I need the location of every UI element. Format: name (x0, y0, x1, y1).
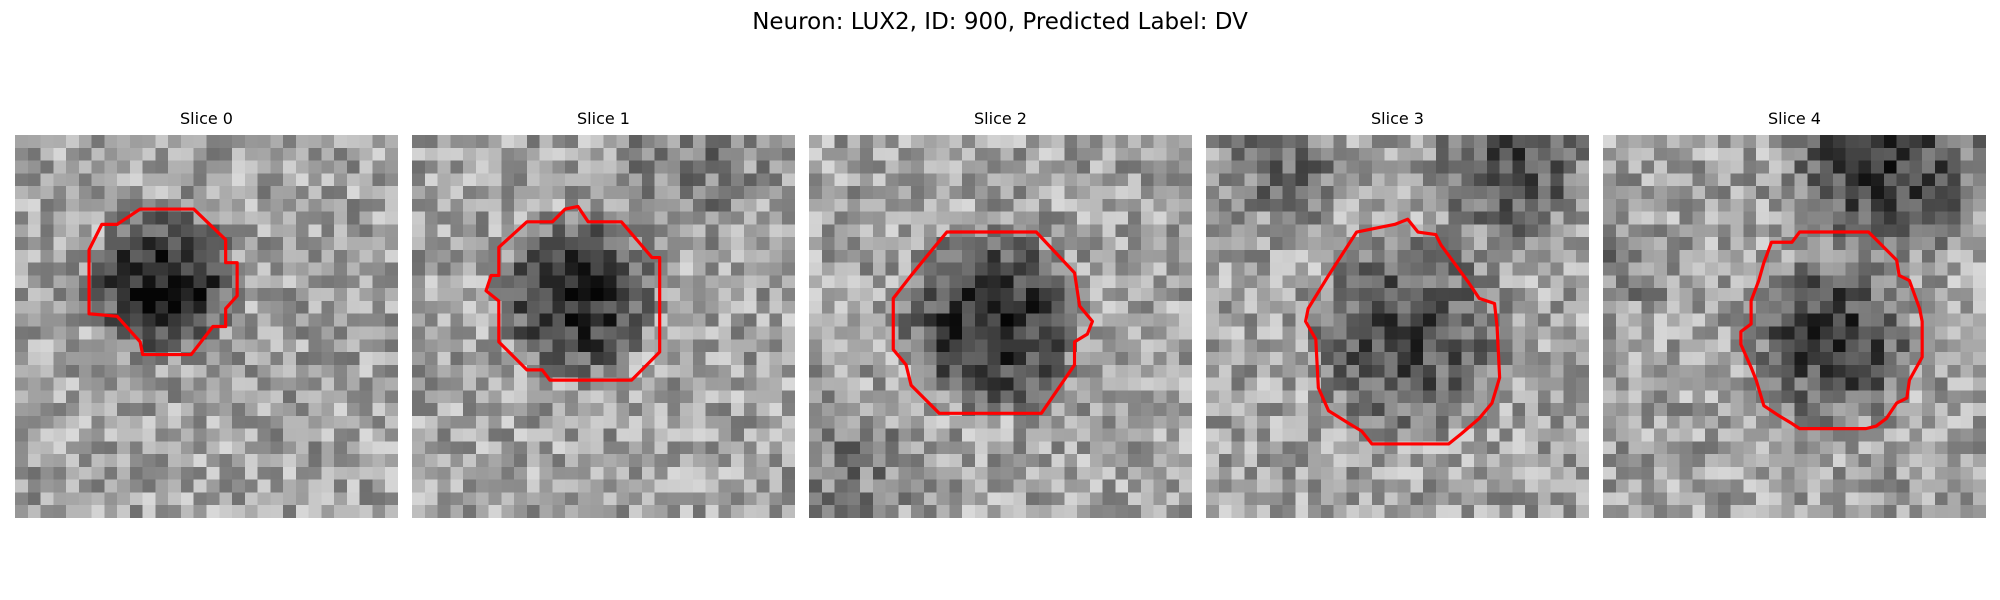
slice-title-2: Slice 2 (974, 109, 1027, 128)
slice-image-0 (15, 135, 398, 518)
slice-pixels-0 (15, 135, 398, 518)
slice-title-1: Slice 1 (577, 109, 630, 128)
roi-contour-2 (891, 230, 1095, 415)
slice-image-3 (1206, 135, 1589, 518)
slice-panel-2: Slice 2 (809, 108, 1192, 518)
slice-panel-0: Slice 0 (15, 108, 398, 518)
roi-contour-4 (1739, 230, 1924, 431)
slice-pixels-1 (412, 135, 795, 518)
slice-image-1 (412, 135, 795, 518)
slice-pixels-3 (1206, 135, 1589, 518)
slice-pixels-2 (809, 135, 1192, 518)
slice-pixels-4 (1603, 135, 1986, 518)
roi-contour-3 (1303, 217, 1502, 446)
roi-contour-1 (484, 204, 662, 382)
slice-panel-3: Slice 3 (1206, 108, 1589, 518)
slice-panel-1: Slice 1 (412, 108, 795, 518)
slice-panel-4: Slice 4 (1603, 108, 1986, 518)
slice-title-0: Slice 0 (180, 109, 233, 128)
slice-image-2 (809, 135, 1192, 518)
roi-contour-0 (87, 207, 239, 357)
slice-title-3: Slice 3 (1371, 109, 1424, 128)
slice-image-4 (1603, 135, 1986, 518)
figure-title: Neuron: LUX2, ID: 900, Predicted Label: … (752, 9, 1248, 35)
slice-title-4: Slice 4 (1768, 109, 1821, 128)
